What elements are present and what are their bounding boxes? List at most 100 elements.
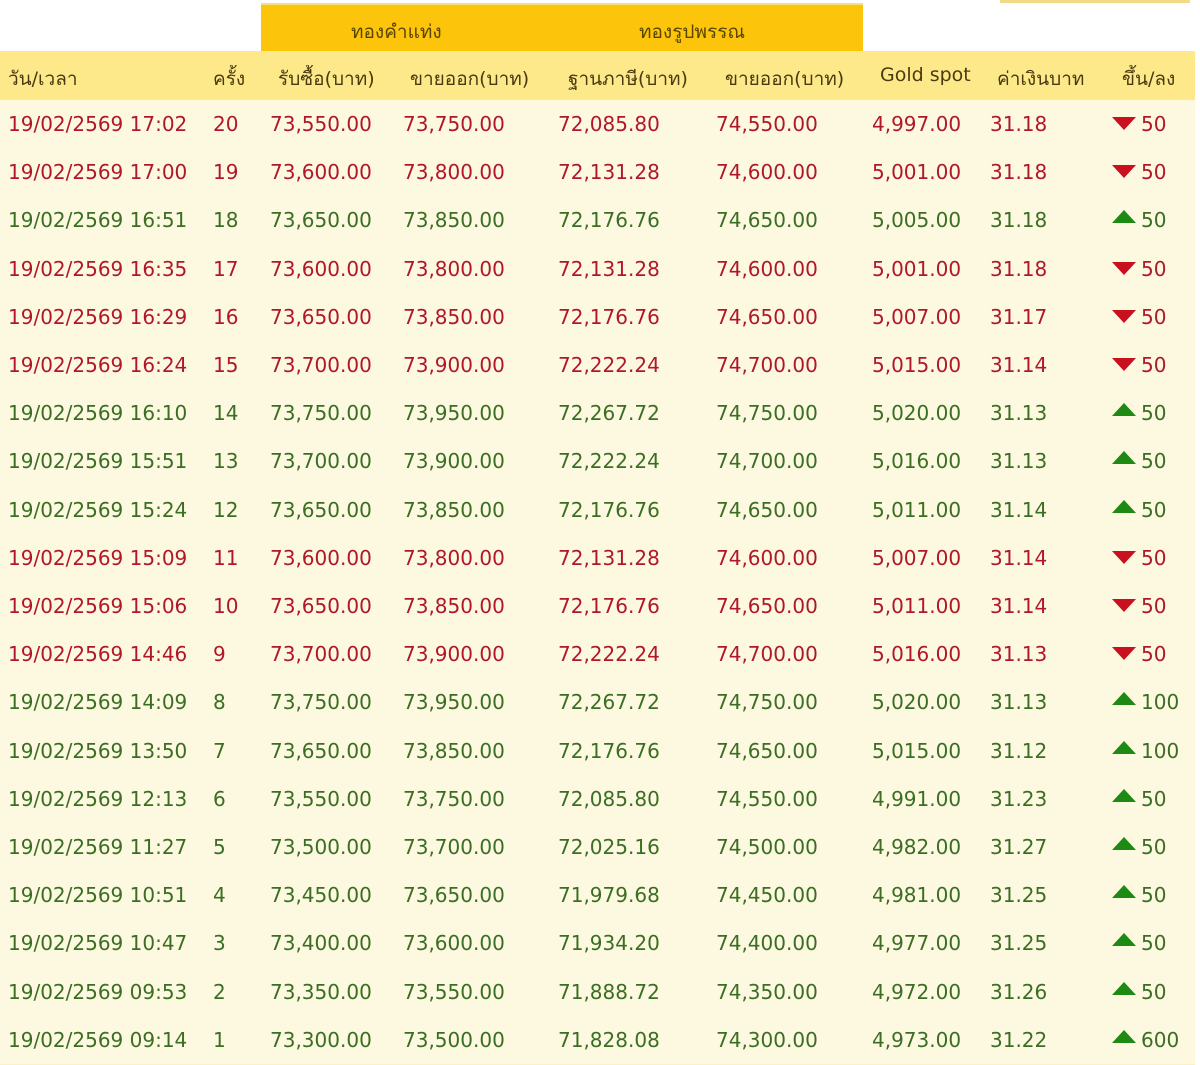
cell: 31.14 bbox=[990, 545, 1048, 570]
cell: 74,700.00 bbox=[716, 353, 818, 377]
column-header: วัน/เวลา bbox=[8, 68, 78, 90]
cell: 31.18 bbox=[990, 160, 1048, 185]
cell: 73,850.00 bbox=[403, 208, 505, 233]
up-arrow-icon bbox=[1112, 210, 1136, 224]
cell: 73,650.00 bbox=[270, 594, 372, 618]
change-value: 50 bbox=[1141, 594, 1167, 618]
cell: 74,650.00 bbox=[716, 208, 818, 233]
cell: 6 bbox=[213, 786, 226, 811]
cell: 19/02/2569 14:46 bbox=[8, 642, 188, 667]
cell: 15 bbox=[213, 353, 239, 377]
cell: 31.12 bbox=[990, 738, 1048, 763]
change-value: 50 bbox=[1141, 112, 1167, 136]
cell: 73,750.00 bbox=[403, 112, 505, 136]
cell: 4 bbox=[213, 883, 226, 908]
column-header: ขายออก(บาท) bbox=[725, 68, 845, 90]
cell: 14 bbox=[213, 401, 239, 426]
up-arrow-icon bbox=[1112, 933, 1136, 947]
cell: 5,007.00 bbox=[872, 545, 962, 570]
table-row: 19/02/2569 17:02 20 73,550.00 73,750.00 72,0… bbox=[0, 100, 1195, 150]
cell: 31.14 bbox=[990, 594, 1048, 618]
change-value: 100 bbox=[1141, 738, 1180, 763]
down-arrow-icon bbox=[1112, 165, 1136, 179]
change-value: 50 bbox=[1141, 835, 1167, 859]
cell: 4,982.00 bbox=[872, 835, 962, 859]
cell: 72,025.16 bbox=[558, 835, 660, 859]
cell: 72,267.72 bbox=[558, 690, 660, 715]
table-row: 19/02/2569 16:29 16 73,650.00 73,850.00 72,1… bbox=[0, 292, 1195, 342]
cell: 13 bbox=[213, 449, 239, 474]
column-header: รับซื้อ(บาท) bbox=[278, 68, 375, 90]
cell: 74,650.00 bbox=[716, 738, 818, 763]
cell: 31.18 bbox=[990, 256, 1048, 281]
table-row: 19/02/2569 09:14 1 73,300.00 73,500.00 71,82… bbox=[0, 1015, 1195, 1065]
cell: 74,600.00 bbox=[716, 160, 818, 185]
cell: 73,750.00 bbox=[270, 401, 372, 426]
cell: 72,222.24 bbox=[558, 642, 660, 667]
up-arrow-icon bbox=[1112, 403, 1136, 417]
cell: 8 bbox=[213, 690, 226, 715]
up-arrow-icon bbox=[1112, 692, 1136, 706]
cell: 73,850.00 bbox=[403, 304, 505, 329]
cell: 72,222.24 bbox=[558, 449, 660, 474]
cell: 72,176.76 bbox=[558, 738, 660, 763]
cell: 5,016.00 bbox=[872, 449, 962, 474]
cell: 72,176.76 bbox=[558, 304, 660, 329]
cell: 7 bbox=[213, 738, 226, 763]
up-arrow-icon bbox=[1112, 499, 1136, 513]
column-header: ค่าเงินบาท bbox=[997, 68, 1085, 90]
cell: 19/02/2569 17:00 bbox=[8, 160, 188, 185]
cell: 73,300.00 bbox=[270, 1027, 372, 1052]
cell: 19/02/2569 15:51 bbox=[8, 449, 188, 474]
change-value: 600 bbox=[1141, 1027, 1180, 1052]
cell: 19/02/2569 09:14 bbox=[8, 1027, 188, 1052]
cell: 11 bbox=[213, 545, 239, 570]
table-row: 19/02/2569 16:24 15 73,700.00 73,900.00 72,2… bbox=[0, 341, 1195, 391]
cell: 4,991.00 bbox=[872, 786, 962, 811]
table-row: 19/02/2569 15:06 10 73,650.00 73,850.00 72,1… bbox=[0, 582, 1195, 632]
cell: 74,500.00 bbox=[716, 835, 818, 859]
cell: 5,020.00 bbox=[872, 401, 962, 426]
down-arrow-icon bbox=[1112, 599, 1136, 612]
cell: 31.14 bbox=[990, 353, 1048, 377]
cell: 73,400.00 bbox=[270, 931, 372, 956]
column-header: ขายออก(บาท) bbox=[410, 68, 530, 90]
cell: 20 bbox=[213, 112, 239, 136]
cell: 73,500.00 bbox=[270, 835, 372, 859]
cell: 73,850.00 bbox=[403, 497, 505, 522]
cell: 2 bbox=[213, 979, 226, 1004]
cell: 73,800.00 bbox=[403, 160, 505, 185]
change-value: 50 bbox=[1141, 401, 1167, 426]
change-value: 50 bbox=[1141, 256, 1167, 281]
cell: 74,350.00 bbox=[716, 979, 818, 1004]
down-arrow-icon bbox=[1112, 117, 1136, 130]
cell: 19/02/2569 17:02 bbox=[8, 112, 188, 136]
change-value: 50 bbox=[1141, 353, 1167, 377]
table-row: 19/02/2569 10:51 4 73,450.00 73,650.00 71,97… bbox=[0, 871, 1195, 921]
change-value: 50 bbox=[1141, 786, 1167, 811]
cell: 31.22 bbox=[990, 1027, 1048, 1052]
cell: 73,600.00 bbox=[270, 256, 372, 281]
cell: 73,550.00 bbox=[403, 979, 505, 1004]
change-value: 50 bbox=[1141, 979, 1167, 1004]
up-arrow-icon bbox=[1112, 837, 1136, 850]
cell: 71,828.08 bbox=[558, 1027, 660, 1052]
up-arrow-icon bbox=[1112, 1029, 1136, 1043]
cell: 18 bbox=[213, 208, 239, 233]
cell: 19/02/2569 16:51 bbox=[8, 208, 188, 233]
cell: 74,400.00 bbox=[716, 931, 818, 956]
table-row: 19/02/2569 16:10 14 73,750.00 73,950.00 72,2… bbox=[0, 389, 1195, 439]
cell: 31.18 bbox=[990, 112, 1048, 136]
cell: 19/02/2569 15:06 bbox=[8, 594, 188, 618]
cell: 73,850.00 bbox=[403, 738, 505, 763]
cell: 31.13 bbox=[990, 690, 1048, 715]
up-arrow-icon bbox=[1112, 740, 1136, 754]
cell: 19/02/2569 09:53 bbox=[8, 979, 188, 1004]
cell: 71,888.72 bbox=[558, 979, 660, 1004]
cell: 73,650.00 bbox=[270, 208, 372, 233]
down-arrow-icon bbox=[1112, 647, 1136, 661]
change-value: 100 bbox=[1141, 690, 1180, 715]
table-row: 19/02/2569 11:27 5 73,500.00 73,700.00 72,02… bbox=[0, 823, 1195, 873]
cell: 73,700.00 bbox=[270, 353, 372, 377]
cell: 19/02/2569 10:51 bbox=[8, 883, 188, 908]
